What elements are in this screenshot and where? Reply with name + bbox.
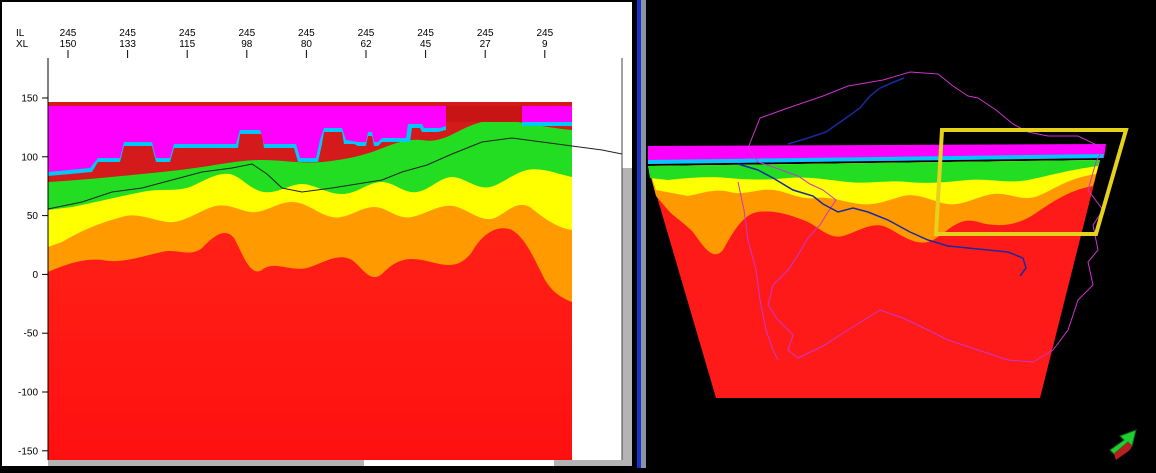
- column-label-xl: 115: [179, 39, 195, 50]
- y-axis-tick-label: -50: [24, 329, 39, 340]
- section-view-panel[interactable]: IL XL 245 150 245 133 245 115 245 98 245 80 245 62 2…: [0, 0, 634, 468]
- 3d-volume-cyan-rim: [648, 154, 1104, 164]
- header-label-xl: XL: [16, 39, 29, 50]
- y-axis-tick-label: -100: [18, 388, 38, 399]
- column-label-il: 245: [477, 28, 494, 39]
- column-label-il: 245: [60, 28, 77, 39]
- column-label-xl: 150: [60, 39, 77, 50]
- orientation-arrow-icon[interactable]: [1109, 429, 1137, 460]
- seismic-layer-magenta: [48, 106, 446, 172]
- horizon-line: [47, 137, 623, 210]
- horizontal-scrollbar-thumb[interactable]: [364, 460, 554, 466]
- column-label-xl: 45: [420, 39, 432, 50]
- column-label-il: 245: [417, 28, 434, 39]
- section-view-canvas[interactable]: IL XL 2451502451332451152459824580245622…: [2, 2, 632, 466]
- column-label-il: 245: [298, 28, 315, 39]
- column-label-xl: 9: [542, 39, 548, 50]
- column-label-xl: 62: [360, 39, 372, 50]
- seismic-layer-magenta-right: [522, 106, 572, 124]
- horizontal-scrollbar[interactable]: [48, 460, 632, 466]
- seismic-layer-cyan-right: [522, 122, 572, 126]
- column-label-xl: 133: [119, 39, 136, 50]
- column-label-il: 245: [358, 28, 375, 39]
- vertical-scrollbar-thumb[interactable]: [622, 168, 632, 460]
- 3d-view-canvas[interactable]: [648, 0, 1156, 468]
- 3d-outline-contour: [747, 71, 1104, 363]
- column-label-il: 245: [119, 28, 136, 39]
- column-label-xl: 98: [241, 39, 253, 50]
- 3d-river-line: [737, 163, 1027, 277]
- 3d-volume-green: [648, 160, 1100, 183]
- column-label-il: 245: [536, 28, 553, 39]
- 3d-view-panel[interactable]: [648, 0, 1156, 468]
- 3d-selection-frame[interactable]: [933, 128, 1129, 236]
- column-label-il: 245: [179, 28, 196, 39]
- panel-divider[interactable]: [634, 0, 648, 468]
- 3d-outline-contour-2: [737, 181, 779, 361]
- column-label-xl: 80: [301, 39, 313, 50]
- seismic-layer-darkred-right: [446, 106, 522, 122]
- column-label-il: 245: [238, 28, 255, 39]
- y-axis-tick-label: 100: [21, 152, 38, 163]
- 3d-river-line-2: [787, 77, 905, 145]
- column-label-xl: 27: [480, 39, 492, 50]
- y-axis-tick-label: -150: [18, 446, 38, 457]
- y-axis-tick-label: 50: [27, 211, 39, 222]
- y-axis-tick-label: 150: [21, 94, 38, 105]
- header-label-il: IL: [16, 28, 25, 39]
- y-axis-tick-label: 0: [32, 270, 38, 281]
